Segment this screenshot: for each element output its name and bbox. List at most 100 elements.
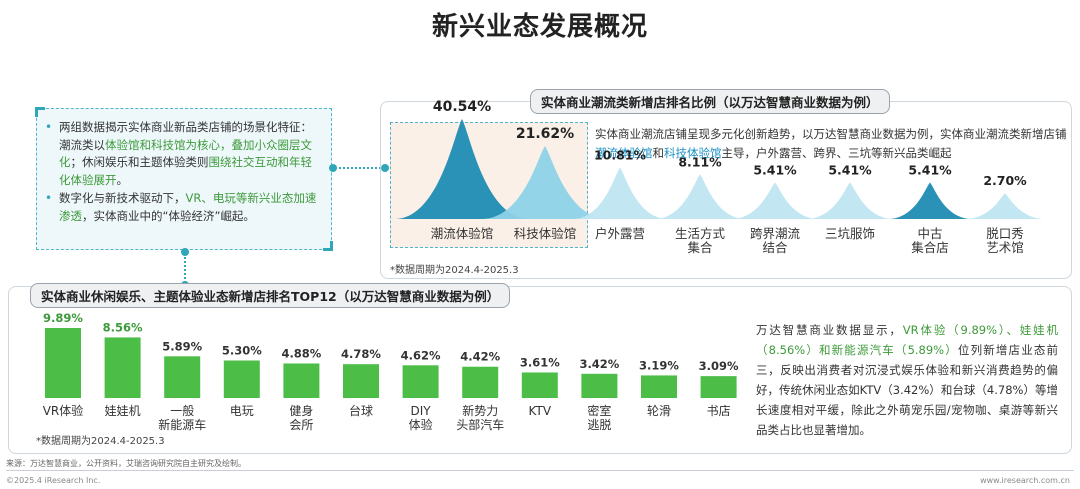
text-segment: 和	[652, 146, 665, 160]
source-note: 来源：万达智慧商业，公开资料，艾瑞咨询研究院自主研究及绘制。	[6, 459, 246, 468]
leisure-category-label: 书店	[707, 404, 731, 418]
leisure-value-label: 4.78%	[341, 347, 381, 361]
trend-peak	[890, 182, 970, 219]
leisure-bar	[402, 365, 439, 398]
leisure-category-label: 娃娃机	[105, 404, 141, 418]
trend-value-label: 10.81%	[594, 147, 647, 162]
connector-line-vertical	[184, 250, 186, 286]
leisure-bar	[581, 373, 618, 398]
connector-dot-icon	[329, 164, 337, 172]
website-link[interactable]: www.iresearch.com.cn	[980, 476, 1070, 485]
leisure-bar	[521, 372, 558, 398]
trend-panel-title: 实体商业潮流类新增店排名比例（以万达智慧商业数据为例）	[530, 89, 890, 114]
leisure-value-label: 3.09%	[699, 359, 739, 373]
trend-value-label: 2.70%	[983, 173, 1027, 188]
leisure-category-label: 密室	[587, 403, 611, 418]
leisure-category-label: VR体验	[43, 403, 84, 418]
leisure-value-label: 4.88%	[281, 346, 321, 360]
trend-category-label: 跨界潮流	[750, 226, 801, 241]
text-segment: VR体验（9.89%）、娃娃机（8.56%）和新能源汽车（5.89%）	[756, 323, 1059, 357]
summary-bullet-2: • 数字化与新技术驱动下，VR、电玩等新兴业态加速渗透，实体商业中的“体验经济”…	[45, 190, 319, 225]
leisure-value-label: 8.56%	[103, 320, 143, 334]
leisure-value-label: 3.61%	[520, 355, 560, 369]
trend-category-label: 生活方式	[675, 226, 726, 241]
leisure-bar	[641, 375, 677, 398]
text-segment: 位列新增店业态前三，反映出消费者对沉浸式娱乐体验和新兴消费趋势的偏好，传统休闲业…	[756, 343, 1058, 437]
leisure-value-label: 9.89%	[43, 311, 83, 325]
text-segment: 体验馆和科技馆为核心，叠加小众圈层文化	[59, 137, 312, 170]
bullet-dot-icon: •	[45, 120, 53, 134]
text-segment: ；休闲娱乐和主题体验类则	[70, 155, 209, 169]
leisure-bar	[343, 364, 379, 398]
leisure-value-label: 4.62%	[401, 348, 441, 362]
trend-value-label: 5.41%	[908, 162, 952, 177]
leisure-period-note: *数据周期为2024.4-2025.3	[36, 436, 165, 447]
trend-category-label: 集合店	[911, 240, 949, 255]
leisure-category-label: 一般	[170, 403, 194, 418]
connector-dot-icon	[381, 164, 389, 172]
trend-category-label: 艺术馆	[986, 240, 1024, 255]
text-segment: VR、电玩等新兴业态加速渗透	[59, 191, 317, 223]
leisure-category-label: 新能源车	[158, 417, 206, 432]
leisure-value-label: 3.42%	[579, 357, 619, 371]
connector-dot-icon	[181, 248, 189, 256]
trend-category-label: 户外露营	[595, 226, 645, 241]
trend-value-label: 40.54%	[433, 99, 491, 115]
leisure-category-label: 台球	[349, 403, 373, 418]
trend-period-note: *数据周期为2024.4-2025.3	[390, 265, 519, 276]
leisure-value-label: 5.30%	[222, 343, 262, 357]
page-title: 新兴业态发展概况	[431, 12, 648, 42]
text-segment: 科技体验馆	[664, 146, 722, 160]
leisure-category-label: 新势力	[462, 403, 498, 418]
leisure-category-label: 体验	[409, 417, 433, 432]
leisure-category-label: 轮滑	[647, 404, 671, 418]
trend-category-label: 脱口秀	[986, 226, 1024, 241]
leisure-category-label: DIY	[411, 404, 432, 418]
trend-peak	[574, 167, 666, 219]
text-segment: 万达智慧商业数据显示，	[756, 323, 903, 337]
leisure-bar	[700, 376, 737, 398]
leisure-bar	[164, 356, 201, 398]
trend-peak	[656, 174, 744, 219]
text-segment: 主导，户外露营、跨界、三坑等新兴品类崛起	[721, 146, 952, 160]
leisure-bar	[223, 360, 260, 398]
text-segment: 两组数据揭示实体商业新品类店铺的场景化特征：潮流类以	[59, 120, 312, 152]
summary-box: • 两组数据揭示实体商业新品类店铺的场景化特征：潮流类以体验馆和科技馆为核心，叠…	[35, 107, 333, 251]
leisure-value-label: 5.89%	[162, 339, 202, 353]
leisure-value-label: 4.42%	[460, 350, 500, 364]
leisure-category-label: KTV	[529, 404, 552, 418]
leisure-category-label: 头部汽车	[456, 417, 504, 432]
text-segment: 实体商业潮流店铺呈现多元化创新趋势，以万达智慧商业数据为例，实体商业潮流类新增店…	[595, 127, 1067, 141]
trend-category-label: 中古	[917, 226, 942, 241]
connector-line-horizontal	[332, 167, 384, 169]
summary-bullet-1-text: 两组数据揭示实体商业新品类店铺的场景化特征：潮流类以体验馆和科技馆为核心，叠加小…	[59, 119, 319, 189]
copyright: ©2025.4 iResearch Inc.	[6, 476, 101, 485]
text-segment: 数字化与新技术驱动下，	[59, 191, 186, 205]
leisure-value-label: 3.19%	[639, 358, 679, 372]
trend-peak	[733, 182, 817, 219]
trend-category-label: 潮流体验馆	[431, 226, 494, 241]
trend-category-label: 三坑服饰	[825, 226, 875, 241]
leisure-category-label: 逃脱	[587, 417, 611, 432]
trend-peak	[483, 145, 607, 219]
trend-peak	[808, 182, 892, 219]
leisure-category-label: 健身	[289, 403, 313, 418]
trend-peak	[967, 193, 1043, 219]
leisure-category-label: 电玩	[230, 404, 254, 418]
leisure-bar	[104, 337, 141, 398]
trend-value-label: 5.41%	[753, 162, 797, 177]
summary-bullet-2-text: 数字化与新技术驱动下，VR、电玩等新兴业态加速渗透，实体商业中的“体验经济”崛起…	[59, 190, 319, 225]
leisure-bar	[45, 328, 81, 398]
leisure-bar	[283, 363, 320, 398]
leisure-category-label: 会所	[289, 418, 313, 432]
text-segment: 潮流体验馆	[595, 146, 653, 160]
trend-category-label: 结合	[762, 240, 788, 255]
leisure-description: 万达智慧商业数据显示，VR体验（9.89%）、娃娃机（8.56%）和新能源汽车（…	[756, 320, 1058, 440]
trend-peak	[396, 119, 528, 219]
bullet-dot-icon: •	[45, 191, 53, 205]
text-segment: 围绕社交互动和年轻化体验展开	[59, 155, 312, 187]
trend-description: 实体商业潮流店铺呈现多元化创新趋势，以万达智慧商业数据为例，实体商业潮流类新增店…	[595, 125, 1070, 163]
summary-bullet-1: • 两组数据揭示实体商业新品类店铺的场景化特征：潮流类以体验馆和科技馆为核心，叠…	[45, 119, 319, 189]
text-segment: 。	[116, 172, 129, 187]
